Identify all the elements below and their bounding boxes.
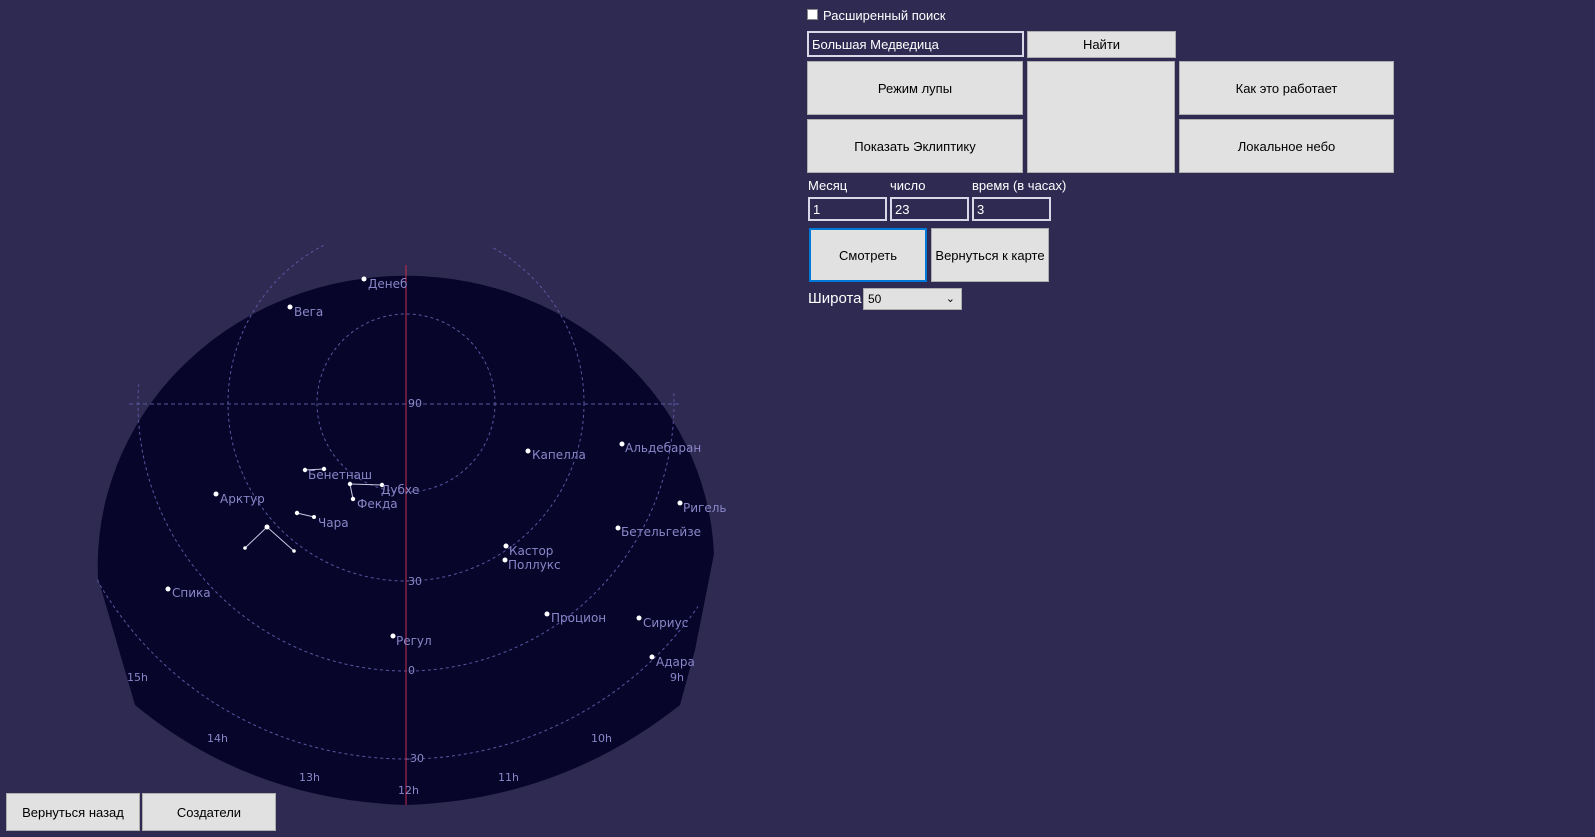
star-regulus[interactable] bbox=[390, 633, 396, 639]
star-label-betelgeuse: Бетельгейзе bbox=[621, 525, 701, 539]
star-label-pollux: Поллукс bbox=[508, 558, 561, 572]
day-label: число bbox=[890, 178, 926, 193]
hour-label-9h: 9h bbox=[670, 671, 684, 684]
go-back-button[interactable]: Вернуться назад bbox=[6, 793, 140, 831]
star-castor[interactable] bbox=[503, 543, 509, 549]
advanced-search-checkbox[interactable] bbox=[807, 9, 818, 20]
local-sky-button[interactable]: Локальное небо bbox=[1179, 119, 1394, 173]
star-sirius[interactable] bbox=[636, 615, 642, 621]
star-aldebaran[interactable] bbox=[619, 441, 625, 447]
star-label-vega: Вега bbox=[294, 305, 323, 319]
show-ecliptic-button[interactable]: Показать Эклиптику bbox=[807, 119, 1023, 173]
month-input[interactable]: 1 bbox=[808, 197, 887, 221]
hour-label-10h: 10h bbox=[591, 732, 612, 745]
star-pollux[interactable] bbox=[502, 557, 508, 563]
star-label-aldebaran: Альдебаран bbox=[625, 441, 701, 455]
how-it-works-button[interactable]: Как это работает bbox=[1179, 61, 1394, 115]
star-adara[interactable] bbox=[649, 654, 655, 660]
latitude-label: Широта bbox=[808, 290, 862, 307]
star-megrez[interactable] bbox=[347, 481, 353, 487]
star-label-benetnash: Бенетнаш bbox=[308, 468, 372, 482]
star-bootes-3[interactable] bbox=[292, 549, 296, 553]
search-input[interactable]: Большая Медведица bbox=[807, 31, 1024, 57]
star-rigel[interactable] bbox=[677, 500, 683, 506]
star-label-adara: Адара bbox=[656, 655, 695, 669]
star-label-dubhe: Дубхе bbox=[381, 483, 419, 497]
star-phecda[interactable] bbox=[350, 496, 356, 502]
star-label-chara: Чара bbox=[318, 516, 349, 530]
time-label: время (в часах) bbox=[972, 178, 1067, 193]
star-betelgeuse[interactable] bbox=[615, 525, 621, 531]
star-label-sirius: Сириус bbox=[643, 616, 688, 630]
star-chara[interactable] bbox=[312, 515, 316, 519]
magnifier-mode-button[interactable]: Режим лупы bbox=[807, 61, 1023, 115]
star-benetnash[interactable] bbox=[302, 467, 308, 473]
star-vega[interactable] bbox=[287, 304, 293, 310]
month-label: Месяц bbox=[808, 178, 848, 193]
star-arcturus[interactable] bbox=[213, 491, 219, 497]
hour-label-14h: 14h bbox=[207, 732, 228, 745]
find-button[interactable]: Найти bbox=[1027, 31, 1176, 58]
star-label-rigel: Ригель bbox=[683, 501, 726, 515]
dec-label-30: 30 bbox=[408, 575, 422, 588]
star-bootes-1[interactable] bbox=[264, 524, 270, 530]
star-dubhe[interactable] bbox=[379, 482, 385, 488]
star-chara-2[interactable] bbox=[294, 510, 300, 516]
star-label-capella: Капелла bbox=[532, 448, 586, 462]
chevron-down-icon: ⌄ bbox=[945, 293, 955, 305]
star-label-deneb: Денеб bbox=[368, 277, 407, 291]
star-label-arcturus: Арктур bbox=[220, 492, 265, 506]
constellation-lines bbox=[244, 468, 383, 552]
star-label-castor: Кастор bbox=[509, 544, 553, 558]
star-mizar[interactable] bbox=[321, 466, 327, 472]
latitude-value: 50 bbox=[868, 292, 882, 306]
latitude-select[interactable]: 50 ⌄ bbox=[863, 288, 962, 310]
star-spica[interactable] bbox=[165, 586, 171, 592]
star-bootes-2[interactable] bbox=[243, 546, 247, 550]
dec-label-minus30: -30 bbox=[406, 752, 424, 765]
creators-button[interactable]: Создатели bbox=[142, 793, 276, 831]
back-to-map-button[interactable]: Вернуться к карте bbox=[931, 228, 1049, 282]
hour-label-13h: 13h bbox=[299, 771, 320, 784]
dec-label-90: 90 bbox=[408, 397, 422, 410]
star-label-spica: Спика bbox=[172, 586, 211, 600]
star-deneb[interactable] bbox=[361, 276, 367, 282]
advanced-search-label: Расширенный поиск bbox=[823, 8, 946, 23]
star-procyon[interactable] bbox=[544, 611, 550, 617]
time-input[interactable]: 3 bbox=[972, 197, 1051, 221]
hour-label-15h: 15h bbox=[127, 671, 148, 684]
star-label-phecda: Фекда bbox=[357, 497, 398, 511]
hour-label-11h: 11h bbox=[498, 771, 519, 784]
day-input[interactable]: 23 bbox=[890, 197, 969, 221]
dec-label-0: 0 bbox=[408, 664, 415, 677]
view-button[interactable]: Смотреть bbox=[809, 228, 927, 282]
hour-label-12h: 12h bbox=[398, 784, 419, 797]
preview-panel bbox=[1027, 61, 1175, 173]
star-label-procyon: Процион bbox=[551, 611, 606, 625]
star-label-regulus: Регул bbox=[396, 634, 432, 648]
star-capella[interactable] bbox=[525, 448, 531, 454]
stars bbox=[165, 276, 683, 660]
